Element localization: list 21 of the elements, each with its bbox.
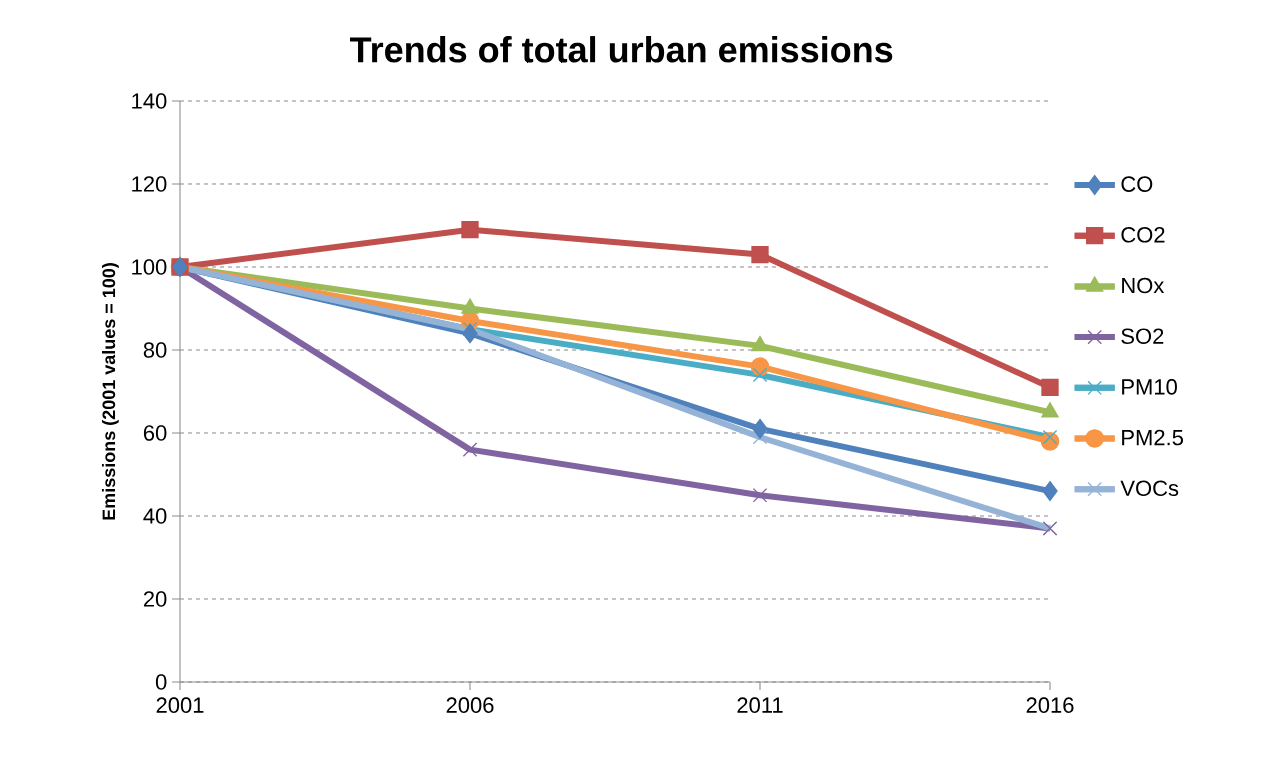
y-tick-label: 0	[155, 674, 167, 690]
y-tick-label: 100	[132, 259, 167, 275]
y-axis-title: Emissions (2001 values = 100)	[101, 263, 119, 520]
legend-label: CO	[1121, 176, 1153, 192]
y-tick-label: 60	[143, 425, 167, 441]
x-tick-label: 2006	[446, 697, 494, 713]
legend-label: VOCs	[1120, 480, 1179, 497]
y-tick-label: 20	[143, 591, 167, 607]
y-tick-label: 120	[132, 176, 167, 192]
x-tick-label: 2016	[1026, 697, 1074, 713]
y-tick-label: 40	[143, 508, 167, 524]
y-tick-label: 140	[132, 93, 167, 109]
legend-label: CO2	[1121, 227, 1165, 243]
y-tick-label: 80	[143, 342, 167, 358]
legend-label: SO2	[1121, 328, 1164, 344]
chart-title: Trends of total urban emissions	[350, 36, 893, 63]
legend-label: NOx	[1122, 277, 1165, 294]
x-tick-label: 2011	[737, 697, 783, 713]
legend-label: PM10	[1122, 379, 1177, 395]
x-tick-label: 2001	[156, 697, 204, 713]
legend-label: PM2.5	[1122, 429, 1183, 446]
